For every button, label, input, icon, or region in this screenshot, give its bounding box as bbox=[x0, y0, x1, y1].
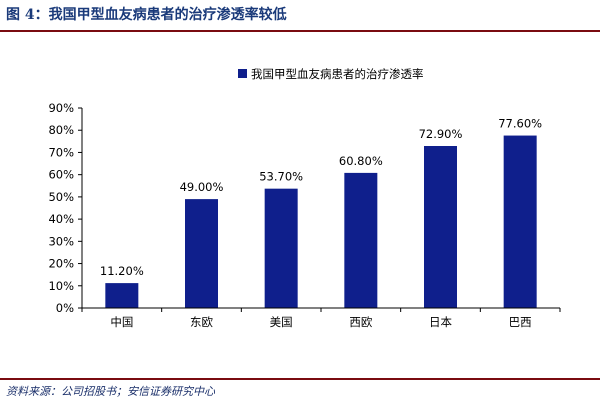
data-label: 53.70% bbox=[259, 170, 303, 184]
y-tick-label: 90% bbox=[48, 101, 74, 115]
legend-label: 我国甲型血友病患者的治疗渗透率 bbox=[251, 67, 424, 81]
source-note: 资料来源：公司招股书；安信证券研究中心 bbox=[6, 385, 215, 398]
x-axis: 中国 东欧 美国 西欧 日本 巴西 bbox=[81, 307, 561, 329]
bar bbox=[344, 172, 378, 308]
y-tick-label: 20% bbox=[48, 257, 74, 271]
data-label: 49.00% bbox=[180, 180, 224, 194]
data-label: 11.20% bbox=[100, 264, 144, 278]
x-tick-label: 日本 bbox=[429, 315, 452, 329]
bar bbox=[424, 146, 457, 308]
y-tick-label: 60% bbox=[48, 168, 74, 182]
title-divider bbox=[0, 30, 600, 32]
figure-title: 图 4：我国甲型血友病患者的治疗渗透率较低 bbox=[6, 7, 287, 23]
x-tick-label: 美国 bbox=[270, 315, 293, 329]
x-tick-label: 东欧 bbox=[190, 315, 213, 329]
bar bbox=[105, 283, 139, 308]
bars-group: 11.20% 49.00% 53.70% 60.80% 72.90% 77.60% bbox=[100, 117, 542, 308]
chart-legend: 我国甲型血友病患者的治疗渗透率 bbox=[238, 67, 424, 81]
bar bbox=[264, 188, 298, 308]
data-label: 72.90% bbox=[419, 127, 463, 141]
x-tick-label: 巴西 bbox=[509, 315, 532, 329]
y-tick-label: 40% bbox=[48, 212, 74, 226]
x-tick-label: 西欧 bbox=[349, 315, 372, 329]
y-tick-label: 0% bbox=[56, 301, 74, 315]
y-axis: 0% 10% 20% 30% 40% 50% 60% 70% 80% 90% bbox=[48, 101, 83, 315]
bar-chart: 我国甲型血友病患者的治疗渗透率 0% 10% 20% 30% 40% 50% 60% 70% 8… bbox=[48, 67, 561, 329]
footer-divider bbox=[0, 378, 600, 380]
bar bbox=[185, 199, 218, 308]
y-tick-label: 30% bbox=[48, 234, 74, 248]
data-label: 60.80% bbox=[339, 154, 383, 168]
data-label: 77.60% bbox=[498, 117, 542, 131]
bar bbox=[503, 135, 537, 308]
y-tick-label: 10% bbox=[48, 279, 74, 293]
y-tick-label: 80% bbox=[48, 123, 74, 137]
y-tick-label: 50% bbox=[48, 190, 74, 204]
figure-title-bar: 图 4：我国甲型血友病患者的治疗渗透率较低 bbox=[0, 0, 600, 28]
legend-swatch bbox=[238, 69, 247, 78]
x-tick-label: 中国 bbox=[110, 315, 133, 329]
y-tick-label: 70% bbox=[48, 145, 74, 159]
